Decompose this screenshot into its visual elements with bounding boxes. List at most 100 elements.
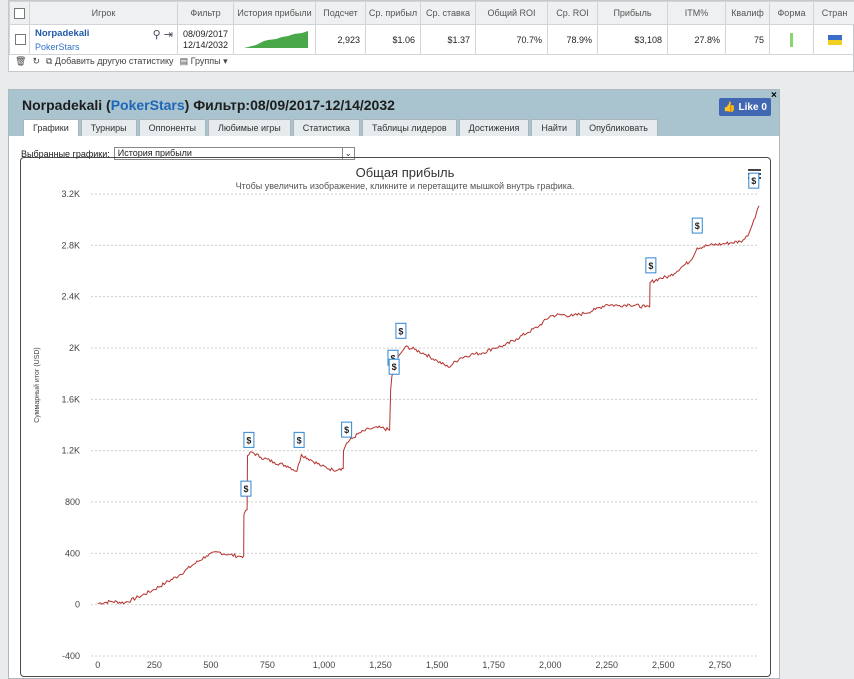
- tab-publish[interactable]: Опубликовать: [579, 119, 658, 136]
- row-checkbox[interactable]: [10, 25, 30, 55]
- win-marker-label: $: [246, 435, 251, 445]
- date-to: 12/14/2032: [183, 40, 228, 51]
- y-tick-label: 400: [65, 548, 80, 558]
- groups-button[interactable]: ▤ Группы ▾: [180, 56, 228, 67]
- win-marker[interactable]: $: [244, 432, 254, 447]
- trash-icon[interactable]: 🗑: [15, 56, 26, 67]
- total-roi-cell: 70.7%: [476, 25, 548, 55]
- tab-achievements[interactable]: Достижения: [459, 119, 530, 136]
- win-marker[interactable]: $: [241, 481, 251, 496]
- export-icon[interactable]: ⇥: [164, 29, 173, 41]
- col-header-filter[interactable]: Фильтр: [178, 2, 234, 25]
- panel-filter: Фильтр:08/09/2017-12/14/2032: [193, 97, 395, 113]
- player-tracker-icon[interactable]: ⚲: [153, 29, 161, 41]
- facebook-like-button[interactable]: 👍Like 0: [719, 98, 771, 116]
- y-tick-label: -400: [62, 651, 80, 661]
- player-name-link[interactable]: Norpadekali: [35, 28, 172, 39]
- ukraine-flag-icon: [828, 35, 842, 45]
- x-tick-label: 1,750: [482, 660, 505, 670]
- y-tick-label: 1.2K: [61, 446, 80, 456]
- y-tick-label: 1.6K: [61, 394, 80, 404]
- panel-player-name: Norpadekali: [22, 97, 102, 113]
- x-tick-label: 2,750: [709, 660, 732, 670]
- panel-title: Norpadekali (PokerStars) Фильтр:08/09/20…: [22, 97, 395, 113]
- win-marker[interactable]: $: [749, 173, 759, 188]
- x-tick-label: 2,500: [652, 660, 675, 670]
- x-tick-label: 1,250: [369, 660, 392, 670]
- chart-title: Общая прибыль: [356, 165, 455, 180]
- country-cell: [814, 25, 854, 55]
- itm-cell: 27.8%: [668, 25, 726, 55]
- win-marker[interactable]: $: [396, 323, 406, 338]
- panel-header: Norpadekali (PokerStars) Фильтр:08/09/20…: [9, 90, 779, 136]
- y-tick-label: 3.2K: [61, 189, 80, 199]
- refresh-icon[interactable]: ↻: [32, 56, 40, 67]
- y-tick-label: 2.8K: [61, 240, 80, 250]
- tab-leaderboards[interactable]: Таблицы лидеров: [362, 119, 457, 136]
- thumbs-up-icon: 👍: [723, 102, 735, 113]
- x-tick-label: 0: [95, 660, 100, 670]
- form-cell: [770, 25, 814, 55]
- sparkline-chart: [236, 28, 314, 50]
- add-stat-button[interactable]: ⧉ Добавить другую статистику: [46, 56, 174, 67]
- tab-opponents[interactable]: Оппоненты: [139, 119, 206, 136]
- tab-search[interactable]: Найти: [531, 119, 577, 136]
- win-marker[interactable]: $: [342, 422, 352, 437]
- col-header-avg-roi[interactable]: Ср. ROI: [548, 2, 598, 25]
- x-tick-label: 500: [203, 660, 218, 670]
- chart-subtitle: Чтобы увеличить изображение, кликните и …: [236, 181, 575, 191]
- select-all-checkbox[interactable]: [10, 2, 30, 25]
- x-tick-label: 2,250: [595, 660, 618, 670]
- win-marker-label: $: [344, 425, 349, 435]
- col-header-country[interactable]: Стран: [814, 2, 854, 25]
- y-tick-label: 2.4K: [61, 292, 80, 302]
- col-header-count[interactable]: Подсчет: [316, 2, 366, 25]
- form-bar: [790, 33, 793, 47]
- col-header-profit[interactable]: Прибыль: [598, 2, 668, 25]
- win-marker-label: $: [243, 484, 248, 494]
- win-marker[interactable]: $: [646, 258, 656, 273]
- site-link[interactable]: PokerStars: [35, 42, 172, 52]
- win-marker-label: $: [648, 261, 653, 271]
- y-tick-label: 0: [75, 600, 80, 610]
- panel-tabs: Графики Турниры Оппоненты Любимые игры С…: [23, 119, 658, 136]
- x-tick-label: 750: [260, 660, 275, 670]
- profit-line: [98, 206, 759, 604]
- win-marker-label: $: [695, 221, 700, 231]
- col-header-history[interactable]: История прибыли: [234, 2, 316, 25]
- win-marker[interactable]: $: [294, 432, 304, 447]
- win-marker-label: $: [398, 326, 403, 336]
- profit-cell: $3,108: [598, 25, 668, 55]
- col-header-player[interactable]: Игрок: [30, 2, 178, 25]
- table-row: Norpadekali PokerStars ⚲ ⇥ 08/09/2017 12…: [10, 25, 854, 55]
- player-panel: Norpadekali (PokerStars) Фильтр:08/09/20…: [8, 89, 780, 679]
- count-cell: 2,923: [316, 25, 366, 55]
- col-header-itm[interactable]: ITM%: [668, 2, 726, 25]
- qualif-cell: 75: [726, 25, 770, 55]
- x-tick-label: 250: [147, 660, 162, 670]
- win-marker-label: $: [751, 176, 756, 186]
- col-header-form[interactable]: Форма: [770, 2, 814, 25]
- col-header-qualif[interactable]: Квалиф: [726, 2, 770, 25]
- tab-favorite-games[interactable]: Любимые игры: [208, 119, 291, 136]
- stats-toolbar: 🗑 ↻ ⧉ Добавить другую статистику ▤ Групп…: [8, 52, 228, 70]
- win-marker-label: $: [392, 362, 397, 372]
- col-header-avg-profit[interactable]: Ср. прибыл: [366, 2, 421, 25]
- y-axis-label: Суммарный итог (USD): [33, 347, 41, 423]
- close-icon[interactable]: ×: [771, 90, 777, 101]
- win-marker[interactable]: $: [389, 359, 399, 374]
- profit-sparkline[interactable]: [234, 25, 316, 55]
- tab-statistics[interactable]: Статистика: [293, 119, 360, 136]
- col-header-avg-stake[interactable]: Ср. ставка: [421, 2, 476, 25]
- panel-site-link[interactable]: PokerStars: [111, 97, 185, 113]
- y-tick-label: 800: [65, 497, 80, 507]
- tab-tournaments[interactable]: Турниры: [81, 119, 137, 136]
- avg-profit-cell: $1.06: [366, 25, 421, 55]
- tab-charts[interactable]: Графики: [23, 119, 79, 136]
- col-header-total-roi[interactable]: Общий ROI: [476, 2, 548, 25]
- win-marker[interactable]: $: [692, 218, 702, 233]
- table-header-row: Игрок Фильтр История прибыли Подсчет Ср.…: [10, 2, 854, 25]
- date-from: 08/09/2017: [183, 29, 228, 40]
